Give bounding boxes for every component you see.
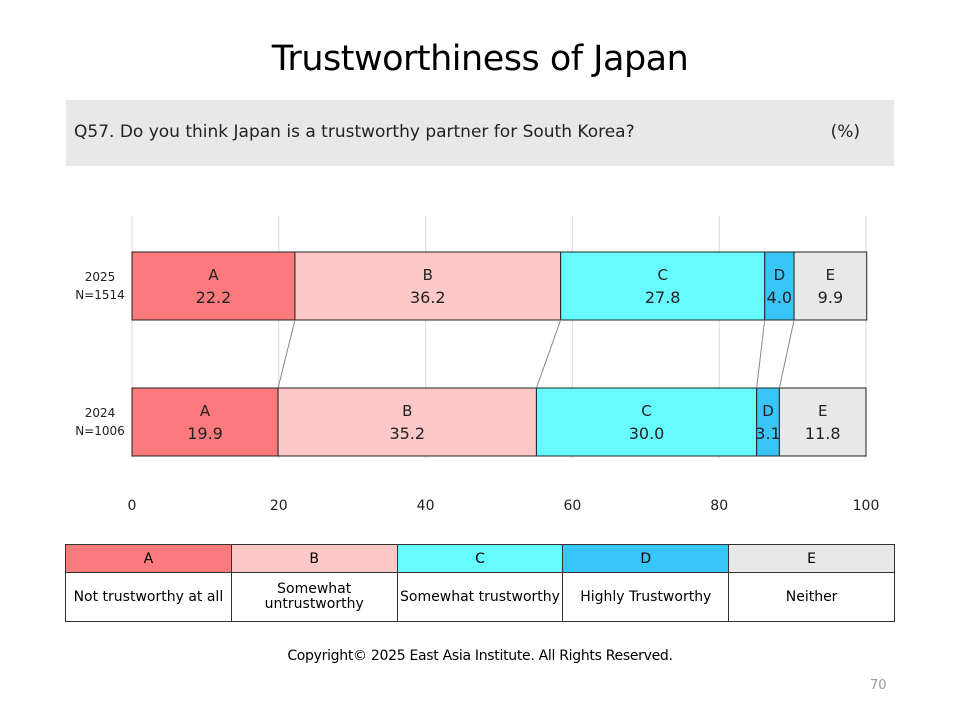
category-year-2025: 2025 <box>85 270 116 284</box>
x-tick-label-80: 80 <box>710 498 728 514</box>
legend-header-row: A B C D E <box>65 544 895 573</box>
data-label-2025-e: 9.9 <box>818 288 843 307</box>
legend-label-a: Not trustworthy at all <box>65 572 232 622</box>
segment-code-2024-e: E <box>818 402 827 420</box>
data-label-2025-b: 36.2 <box>410 288 446 307</box>
bar-segment-2025-a <box>131 251 296 321</box>
data-label-2024-d: 3.1 <box>755 424 780 443</box>
legend-table: A B C D E Not trustworthy at all Somewha… <box>65 544 895 622</box>
data-label-2024-b: 35.2 <box>389 424 425 443</box>
segment-code-2025-b: B <box>423 266 433 284</box>
bar-segment-2025-b <box>294 251 562 321</box>
bar-segment-2025-c <box>560 251 766 321</box>
bar-segment-2025-e <box>793 251 868 321</box>
legend-label-row: Not trustworthy at all Somewhat untrustw… <box>65 572 895 622</box>
segment-code-2024-d: D <box>762 402 774 420</box>
connector-line-b <box>535 319 562 389</box>
x-tick-label-40: 40 <box>417 498 435 514</box>
bar-segment-2024-b <box>277 387 537 457</box>
bar-segment-2024-c <box>535 387 758 457</box>
segment-code-2025-d: D <box>774 266 786 284</box>
legend-code-a: A <box>65 544 232 573</box>
data-label-2025-a: 22.2 <box>196 288 232 307</box>
legend-code-c: C <box>396 544 564 573</box>
x-tick-label-100: 100 <box>853 498 880 514</box>
page-number: 70 <box>870 678 887 693</box>
legend-code-d: D <box>562 544 730 573</box>
connector-line-d <box>778 319 795 389</box>
stacked-bar-chart: 0 20 40 60 80 100 A 22.2 B 36.2 C 27.8 D 4.0 E 9.9 2025 N… <box>75 216 880 514</box>
legend-label-e: Neither <box>728 572 895 622</box>
category-n-2024: N=1006 <box>75 424 125 438</box>
bar-segment-2024-e <box>778 387 867 457</box>
copyright-notice: Copyright© 2025 East Asia Institute. All… <box>287 648 673 664</box>
bar-segment-2024-a <box>131 387 279 457</box>
connector-line-c <box>756 319 766 389</box>
unit-label: (%) <box>830 122 860 142</box>
segment-code-2024-b: B <box>402 402 412 420</box>
data-label-2025-d: 4.0 <box>767 288 792 307</box>
data-label-2024-c: 30.0 <box>629 424 665 443</box>
segment-code-2025-e: E <box>826 266 835 284</box>
segment-code-2024-c: C <box>641 402 651 420</box>
legend-label-c: Somewhat trustworthy <box>396 572 564 622</box>
x-tick-label-60: 60 <box>563 498 581 514</box>
legend-code-e: E <box>728 544 895 573</box>
connector-line-a <box>277 319 296 389</box>
data-label-2024-a: 19.9 <box>187 424 223 443</box>
x-tick-label-0: 0 <box>128 498 137 514</box>
bar-segment-2024-d <box>756 387 780 457</box>
data-label-2024-e: 11.8 <box>805 424 841 443</box>
legend-code-b: B <box>230 544 398 573</box>
category-year-2024: 2024 <box>85 406 116 420</box>
segment-code-2025-a: A <box>208 266 219 284</box>
legend-label-b: Somewhat untrustworthy <box>230 572 398 622</box>
data-label-2025-c: 27.8 <box>645 288 681 307</box>
x-tick-label-20: 20 <box>270 498 288 514</box>
question-box: Q57. Do you think Japan is a trustworthy… <box>66 100 894 166</box>
question-text: Q57. Do you think Japan is a trustworthy… <box>74 122 635 142</box>
page-title: Trustworthiness of Japan <box>271 39 689 79</box>
segment-code-2025-c: C <box>657 266 667 284</box>
segment-code-2024-a: A <box>200 402 211 420</box>
bar-segment-2025-d <box>764 251 795 321</box>
category-n-2025: N=1514 <box>75 288 125 302</box>
legend-label-d: Highly Trustworthy <box>562 572 730 622</box>
